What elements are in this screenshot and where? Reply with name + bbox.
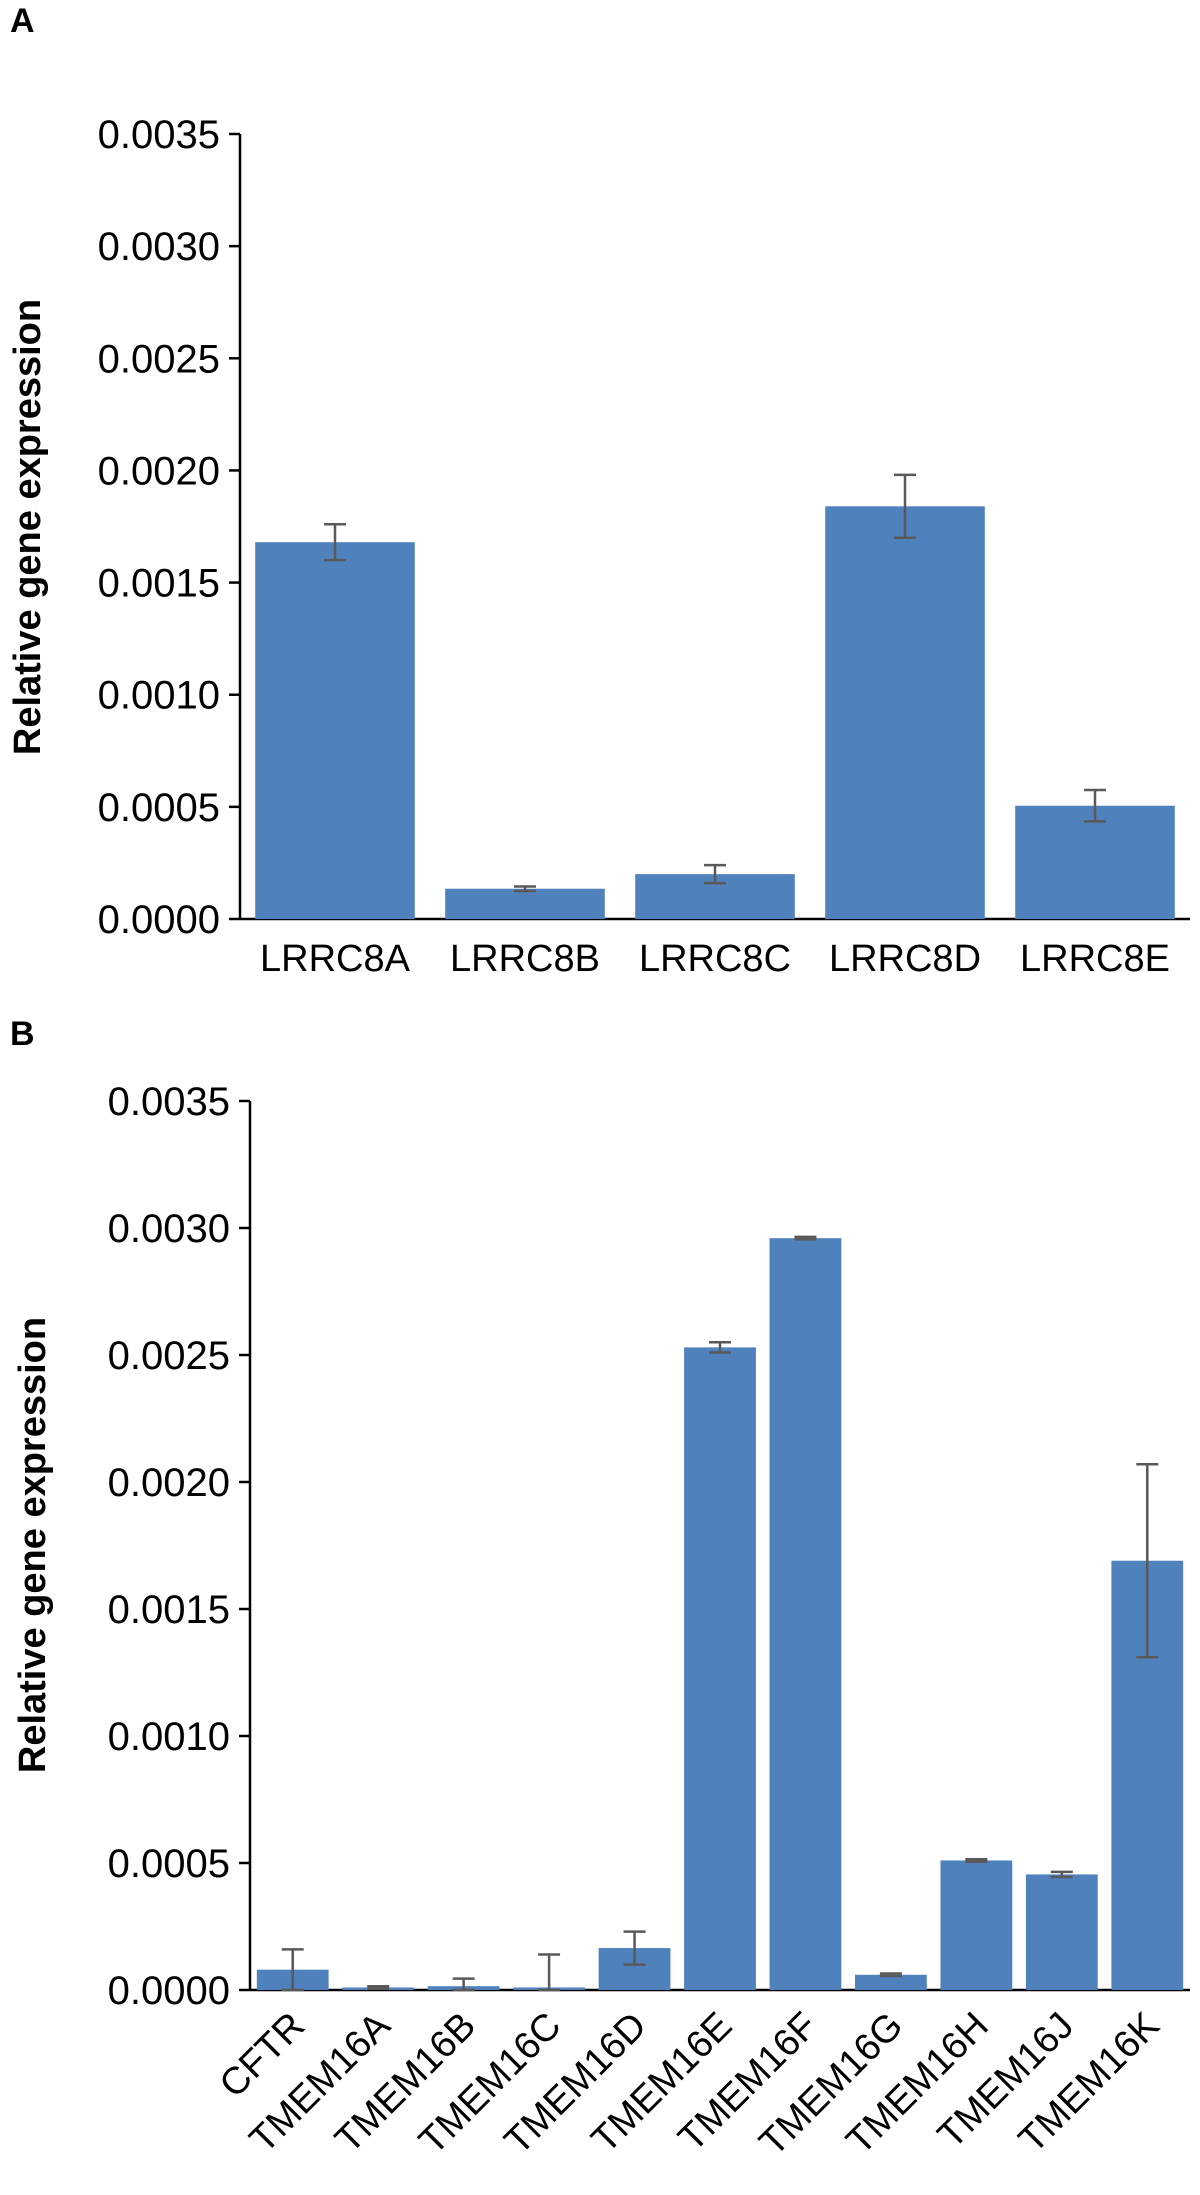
- panel-a-xtick-label-lrrc8a: LRRC8A: [260, 938, 411, 980]
- panel-a-xtick-label-lrrc8d: LRRC8D: [829, 938, 981, 980]
- panel-b-bar-tmem16g: [855, 1974, 927, 1990]
- panel-a-ylabel: Relative gene expression: [7, 299, 49, 755]
- panel-a-xtick-label-lrrc8e: LRRC8E: [1020, 938, 1170, 980]
- panel-a-ytick-label-2: 0.0010: [98, 674, 220, 718]
- panel-a-bar-lrrc8a: [255, 542, 415, 919]
- panel-a-ytick-label-0: 0.0000: [98, 898, 220, 942]
- panel-a-ytick-label-1: 0.0005: [98, 786, 220, 830]
- panel-b-ytick-label-7: 0.0035: [108, 1080, 230, 1124]
- panel-a-ytick-label-6: 0.0030: [98, 225, 220, 269]
- panel-a-ytick-label-3: 0.0015: [98, 562, 220, 606]
- panel-b-ytick-label-6: 0.0030: [108, 1207, 230, 1251]
- panel-a-xtick-label-lrrc8b: LRRC8B: [450, 938, 600, 980]
- panel-a-bar-lrrc8b: [445, 888, 605, 919]
- panel-b-bar-tmem16e: [684, 1347, 756, 1990]
- panel-b-ytick-label-1: 0.0005: [108, 1842, 230, 1886]
- panel-b-bar-tmem16j: [1025, 1874, 1098, 1990]
- panel-a-label: A: [10, 2, 35, 40]
- panel-a-ytick-label-4: 0.0020: [98, 449, 220, 493]
- panel-a-ytick-label-5: 0.0025: [98, 337, 220, 381]
- panel-b-ytick-label-4: 0.0020: [108, 1461, 230, 1505]
- panel-a-xtick-label-lrrc8c: LRRC8C: [639, 938, 791, 980]
- panel-b-ytick-label-0: 0.0000: [108, 1969, 230, 2013]
- panel-a-bar-lrrc8e: [1015, 805, 1175, 919]
- panel-b-label: B: [10, 1015, 35, 1053]
- panel-b-ylabel: Relative gene expression: [12, 1317, 54, 1773]
- panel-a-bar-lrrc8d: [825, 506, 985, 919]
- panel-b-bar-tmem16f: [769, 1238, 842, 1990]
- panel-b-ytick-label-2: 0.0010: [108, 1715, 230, 1759]
- panel-b-ytick-label-3: 0.0015: [108, 1588, 230, 1632]
- panel-b-bar-tmem16h: [940, 1860, 1013, 1990]
- panel-a-ytick-label-7: 0.0035: [98, 113, 220, 157]
- panel-b-ytick-label-5: 0.0025: [108, 1334, 230, 1378]
